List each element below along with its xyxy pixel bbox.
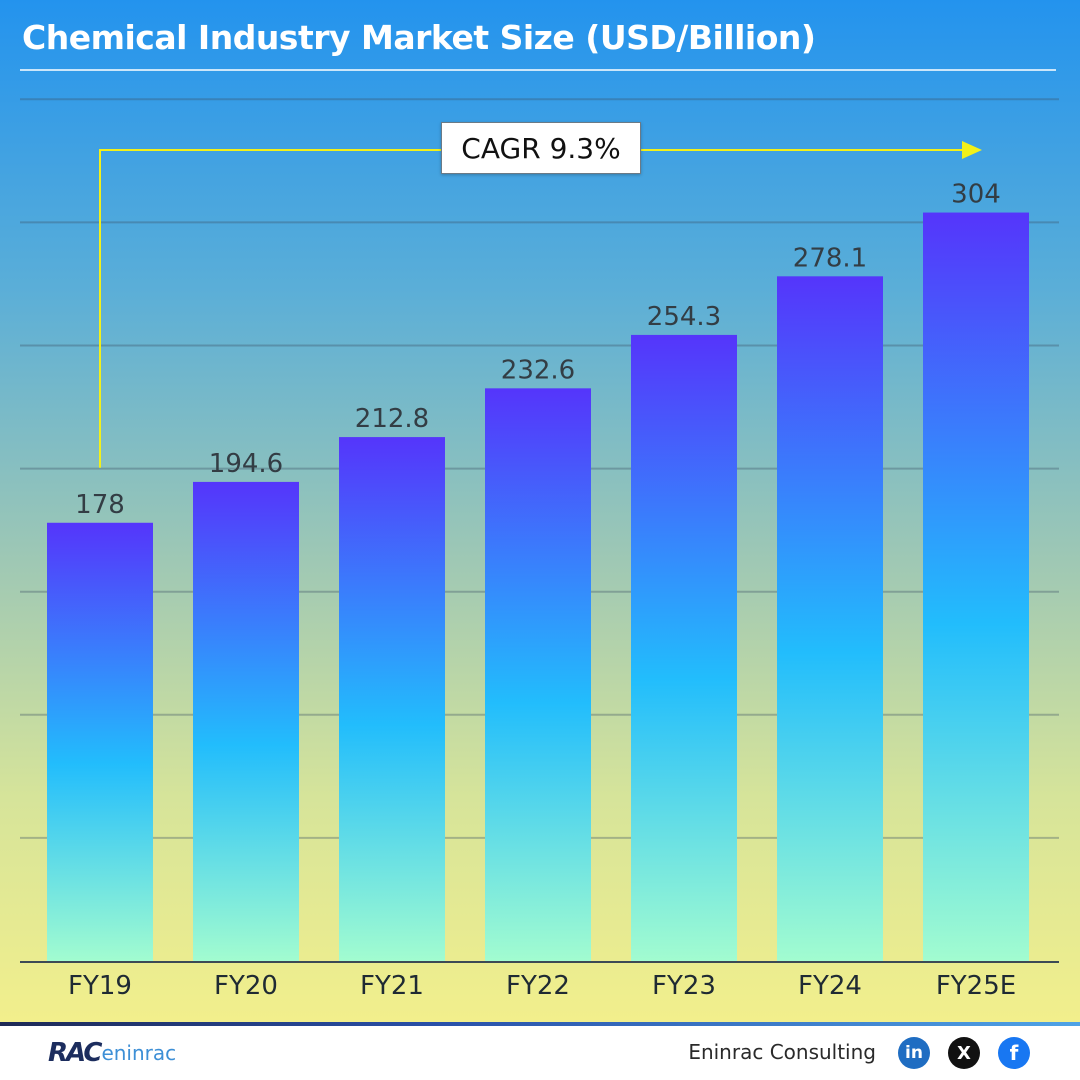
cagr-arrow-line xyxy=(99,149,966,468)
facebook-icon[interactable]: f xyxy=(998,1037,1030,1069)
value-label: 178 xyxy=(75,490,125,520)
bar-fy25e xyxy=(923,212,1029,961)
value-label: 304 xyxy=(951,180,1001,210)
value-label: 212.8 xyxy=(355,404,429,434)
x-tick-label: FY25E xyxy=(936,971,1016,1001)
value-labels: 178 194.6 212.8 232.6 254.3 278.1 304 xyxy=(75,180,1001,520)
logo-mark: RAC xyxy=(48,1038,102,1068)
cagr-arrow xyxy=(99,141,982,468)
x-tick-label: FY23 xyxy=(652,971,716,1001)
bars xyxy=(47,212,1029,961)
linkedin-icon[interactable]: in xyxy=(898,1037,930,1069)
footer-divider xyxy=(0,1022,1080,1026)
bar-fy20 xyxy=(193,481,299,961)
value-label: 194.6 xyxy=(209,449,283,479)
value-label: 254.3 xyxy=(647,302,721,332)
bar-fy22 xyxy=(485,388,591,961)
x-tick-labels: FY19 FY20 FY21 FY22 FY23 FY24 FY25E xyxy=(68,971,1016,1001)
title-divider xyxy=(20,69,1056,71)
chart-title: Chemical Industry Market Size (USD/Billi… xyxy=(22,18,816,57)
footer: RAC eninrac Eninrac Consulting in X f xyxy=(0,1026,1080,1080)
x-tick-label: FY21 xyxy=(360,971,424,1001)
x-tick-label: FY24 xyxy=(798,971,862,1001)
logo-wordmark: eninrac xyxy=(101,1041,177,1065)
cagr-arrowhead xyxy=(962,141,982,159)
bar-fy19 xyxy=(47,522,153,961)
company-logo[interactable]: RAC eninrac xyxy=(48,1038,176,1068)
bar-fy23 xyxy=(631,334,737,961)
x-tick-label: FY22 xyxy=(506,971,570,1001)
value-label: 278.1 xyxy=(793,243,867,273)
bar-fy24 xyxy=(777,276,883,961)
bar-chart: 178 194.6 212.8 232.6 254.3 278.1 304 FY19 FY20… xyxy=(20,98,1059,1001)
bar-fy21 xyxy=(339,437,445,961)
x-twitter-icon[interactable]: X xyxy=(948,1037,980,1069)
x-tick-label: FY19 xyxy=(68,971,132,1001)
x-tick-label: FY20 xyxy=(214,971,278,1001)
cagr-label: CAGR 9.3% xyxy=(441,122,641,174)
company-name: Eninrac Consulting xyxy=(688,1040,876,1064)
value-label: 232.6 xyxy=(501,355,575,385)
